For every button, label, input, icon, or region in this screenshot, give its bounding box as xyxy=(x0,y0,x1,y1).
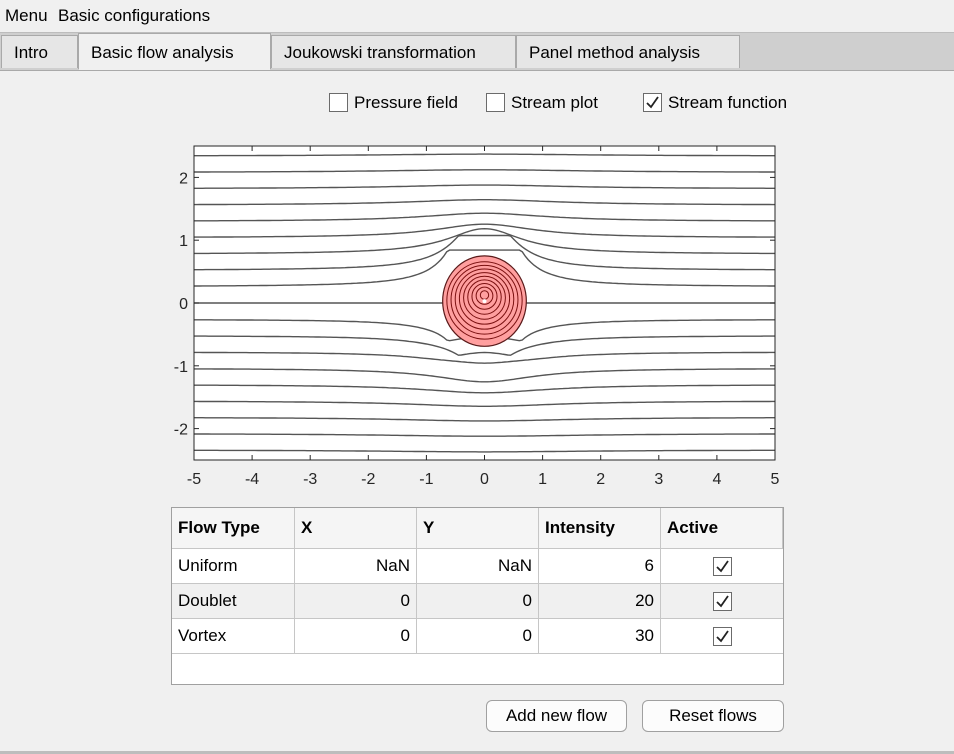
y-tick-label: 0 xyxy=(179,296,188,313)
window-bottom-border xyxy=(0,751,954,754)
body-contour xyxy=(471,282,498,310)
x-tick-label: -2 xyxy=(361,471,375,488)
header-intensity: Intensity xyxy=(539,508,661,548)
table-empty-row[interactable] xyxy=(172,654,783,684)
pressure-field-checkbox[interactable] xyxy=(329,93,348,112)
streamline xyxy=(194,223,775,238)
menu-menu[interactable]: Menu xyxy=(5,6,48,25)
y-tick-label: -2 xyxy=(174,422,188,439)
header-y: Y xyxy=(417,508,539,548)
streamline xyxy=(194,433,775,437)
header-flow-type: Flow Type xyxy=(172,508,295,548)
stream-function-checkbox[interactable] xyxy=(643,93,662,112)
add-new-flow-button[interactable]: Add new flow xyxy=(486,700,627,732)
table-row[interactable]: Vortex 0 0 30 xyxy=(172,619,783,654)
stream-function-option[interactable]: Stream function xyxy=(643,92,798,114)
body-contour xyxy=(458,272,511,325)
body-contour xyxy=(463,275,506,320)
stream-plot-option[interactable]: Stream plot xyxy=(486,92,611,114)
streamline xyxy=(194,368,775,383)
streamline xyxy=(194,169,775,173)
x-tick-label: -1 xyxy=(419,471,433,488)
table-row[interactable]: Doublet 0 0 20 xyxy=(172,584,783,619)
pressure-field-option[interactable]: Pressure field xyxy=(329,92,469,114)
streamline xyxy=(194,227,775,255)
cell-y[interactable]: 0 xyxy=(417,584,539,618)
checkmark-icon xyxy=(715,629,729,642)
x-tick-label: 3 xyxy=(654,471,663,488)
pressure-field-label: Pressure field xyxy=(354,93,458,112)
streamline xyxy=(194,467,775,468)
tab-panel-method-analysis[interactable]: Panel method analysis xyxy=(516,35,740,68)
reset-flows-button[interactable]: Reset flows xyxy=(642,700,784,732)
streamline xyxy=(194,199,775,206)
streamline xyxy=(194,212,775,222)
cell-active xyxy=(661,549,783,583)
streamline xyxy=(194,234,775,271)
header-active: Active xyxy=(661,508,783,548)
tab-strip: Intro Basic flow analysis Joukowski tran… xyxy=(0,32,954,71)
checkmark-icon xyxy=(646,96,659,109)
x-tick-label: -3 xyxy=(303,471,317,488)
header-x: X xyxy=(295,508,417,548)
streamline xyxy=(194,153,775,157)
body-contour xyxy=(475,286,494,305)
y-tick-label: 2 xyxy=(179,170,188,187)
cell-x[interactable]: NaN xyxy=(295,549,417,583)
table-header-row: Flow Type X Y Intensity Active xyxy=(172,508,783,549)
stream-function-plot[interactable]: -5 -4 -3 -2 -1 0 1 2 3 4 5 2 1 0 -1 -2 xyxy=(160,138,800,493)
x-tick-label: 5 xyxy=(771,471,780,488)
streamline xyxy=(194,400,775,407)
tab-joukowski-transformation[interactable]: Joukowski transformation xyxy=(271,35,516,68)
x-tick-label: 0 xyxy=(480,471,489,488)
menu-bar: Menu Basic configurations xyxy=(0,0,954,32)
y-tick-label: 1 xyxy=(179,233,188,250)
active-checkbox[interactable] xyxy=(712,626,732,646)
flows-table: Flow Type X Y Intensity Active Uniform N… xyxy=(171,507,784,685)
streamline xyxy=(194,335,775,356)
cell-flow-type[interactable]: Vortex xyxy=(172,619,295,653)
table-row[interactable]: Uniform NaN NaN 6 xyxy=(172,549,783,584)
x-tick-label: -4 xyxy=(245,471,259,488)
streamline xyxy=(194,249,775,287)
cell-flow-type[interactable]: Doublet xyxy=(172,584,295,618)
x-tick-label: -5 xyxy=(187,471,201,488)
body-contour xyxy=(467,279,502,315)
streamline xyxy=(194,351,775,364)
cell-intensity[interactable]: 30 xyxy=(539,619,661,653)
body-center xyxy=(482,299,487,304)
body-contour xyxy=(450,264,519,335)
cell-y[interactable]: 0 xyxy=(417,619,539,653)
checkmark-icon xyxy=(715,594,729,607)
cell-x[interactable]: 0 xyxy=(295,584,417,618)
stream-plot-checkbox[interactable] xyxy=(486,93,505,112)
checkmark-icon xyxy=(715,559,729,572)
stream-function-label: Stream function xyxy=(668,93,788,112)
stream-plot-label: Stream plot xyxy=(511,93,598,112)
active-checkbox[interactable] xyxy=(712,591,732,611)
tab-basic-flow-analysis[interactable]: Basic flow analysis xyxy=(78,33,271,70)
body-contour xyxy=(454,268,515,330)
cell-active xyxy=(661,619,783,653)
y-tick-label: -1 xyxy=(174,359,188,376)
streamline xyxy=(194,449,775,453)
streamline xyxy=(194,417,775,422)
cell-flow-type[interactable]: Uniform xyxy=(172,549,295,583)
x-tick-label: 2 xyxy=(596,471,605,488)
cell-y[interactable]: NaN xyxy=(417,549,539,583)
plot-svg: -5 -4 -3 -2 -1 0 1 2 3 4 5 2 1 0 -1 -2 xyxy=(174,145,780,488)
body-contour xyxy=(446,261,523,340)
x-tick-label: 4 xyxy=(712,471,721,488)
cell-active xyxy=(661,584,783,618)
cell-intensity[interactable]: 20 xyxy=(539,584,661,618)
streamline xyxy=(194,184,775,189)
streamline xyxy=(194,384,775,394)
cell-x[interactable]: 0 xyxy=(295,619,417,653)
x-tick-label: 1 xyxy=(538,471,547,488)
tab-intro[interactable]: Intro xyxy=(1,35,78,68)
cell-intensity[interactable]: 6 xyxy=(539,549,661,583)
menu-basic-configurations[interactable]: Basic configurations xyxy=(58,6,211,25)
active-checkbox[interactable] xyxy=(712,556,732,576)
